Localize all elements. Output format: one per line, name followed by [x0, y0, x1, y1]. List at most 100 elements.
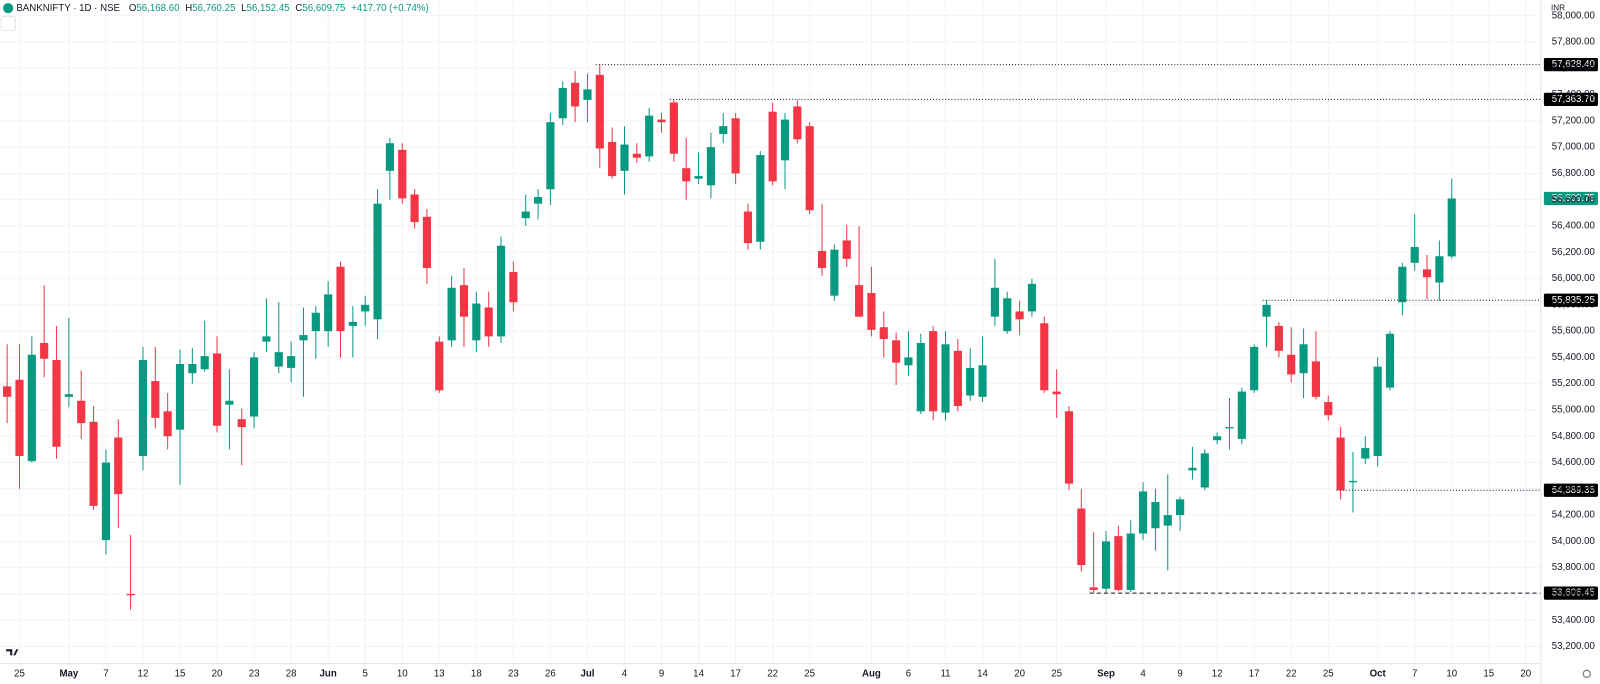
- level-tag: [1543, 483, 1598, 497]
- x-tick-label: 23: [508, 668, 519, 679]
- x-tick-label: 26: [545, 668, 556, 679]
- y-tick-label: 56,400.00: [1552, 221, 1596, 232]
- x-tick-label: 17: [730, 668, 741, 679]
- level-label: 57,628.40: [1552, 59, 1596, 70]
- candle-body: [27, 354, 36, 462]
- candle-body: [1027, 283, 1037, 312]
- candle-body: [1385, 333, 1395, 388]
- change: +417.70 (+0.74%): [351, 3, 429, 14]
- x-tick-label: Jun: [320, 668, 337, 679]
- candle-body: [163, 411, 172, 437]
- symbol-logo: [3, 3, 14, 14]
- candle-body: [496, 245, 506, 337]
- x-tick-label: 10: [397, 668, 408, 679]
- x-tick-label: 20: [1520, 668, 1531, 679]
- x-tick-label: 25: [14, 668, 25, 679]
- ohlc-key: O: [129, 3, 137, 14]
- candle-body: [571, 82, 580, 107]
- candle-body: [793, 106, 802, 140]
- candle-body: [64, 394, 73, 397]
- x-tick-label: 14: [977, 668, 988, 679]
- y-tick-label: 54,800.00: [1552, 431, 1596, 442]
- candle-body: [1250, 346, 1259, 391]
- level-label: 56,609.75: [1552, 193, 1595, 204]
- candle-body: [1052, 391, 1061, 395]
- y-tick-label: 55,000.00: [1552, 405, 1596, 416]
- candle-body: [422, 216, 432, 269]
- y-tick-label: 57,400.00: [1552, 89, 1596, 100]
- level-tag: [1543, 191, 1598, 206]
- candle-body: [608, 141, 617, 177]
- candle-body: [200, 356, 209, 370]
- y-tick-label: 54,400.00: [1552, 483, 1596, 494]
- candle-body: [447, 287, 456, 341]
- candle-body: [731, 118, 740, 174]
- candle-body: [348, 321, 357, 326]
- candle-body: [1287, 354, 1296, 375]
- x-tick-label: Aug: [862, 668, 881, 679]
- candle-body: [435, 341, 444, 391]
- candle-body: [817, 250, 827, 269]
- x-tick-label: 14: [693, 668, 704, 679]
- y-tick-label: 53,200.00: [1552, 641, 1596, 652]
- x-tick-label: 12: [1212, 668, 1223, 679]
- candle-body: [1435, 256, 1444, 283]
- candle-body: [1126, 533, 1135, 590]
- candle-body: [1200, 453, 1209, 488]
- candle-body: [966, 367, 975, 396]
- candle-body: [1324, 402, 1333, 416]
- candle-body: [237, 419, 246, 428]
- candle-body: [77, 400, 86, 424]
- candle-body: [558, 88, 567, 119]
- collapse-button[interactable]: [0, 15, 16, 32]
- candle-body: [1151, 501, 1160, 529]
- y-tick-label: 56,800.00: [1552, 168, 1596, 179]
- candle-body: [756, 155, 765, 242]
- candle-body: [89, 421, 98, 506]
- candle-body: [1003, 298, 1012, 332]
- candle-body: [1336, 437, 1345, 491]
- x-tick-label: 5: [363, 668, 368, 679]
- candle-body: [373, 203, 382, 320]
- candle-body: [1176, 499, 1185, 516]
- x-tick-label: 9: [659, 668, 664, 679]
- ohlc-value: 56,760.25: [192, 3, 235, 14]
- candle-body: [1410, 247, 1419, 263]
- y-tick-label: 56,200.00: [1552, 247, 1596, 258]
- candle-body: [250, 357, 259, 417]
- ohlc-key: C: [295, 3, 302, 14]
- ohlc-key: L: [241, 3, 247, 14]
- ohlc-value: 56,152.45: [247, 3, 290, 14]
- candle-body: [212, 353, 222, 426]
- y-tick-label: 53,800.00: [1552, 562, 1596, 573]
- candle-body: [459, 285, 469, 317]
- x-tick-label: 25: [1051, 668, 1062, 679]
- candle-body: [805, 126, 814, 211]
- level-label: 54,389.35: [1552, 485, 1595, 496]
- x-tick-label: 12: [138, 668, 149, 679]
- candle-body: [484, 307, 493, 337]
- candle-body: [830, 249, 839, 296]
- candle-body: [1077, 508, 1086, 566]
- candle-body: [657, 119, 666, 123]
- settings-button[interactable]: [1582, 669, 1591, 678]
- x-tick-label: 4: [1140, 668, 1146, 679]
- x-tick-label: Oct: [1370, 668, 1387, 679]
- candle-body: [1262, 304, 1271, 317]
- candle-body: [15, 379, 24, 456]
- candle-body: [324, 294, 333, 332]
- candle-body: [990, 287, 999, 317]
- candle-body: [842, 240, 851, 259]
- y-tick-label: 58,000.00: [1552, 10, 1596, 21]
- x-tick-label: 23: [249, 668, 260, 679]
- y-tick-label: 55,600.00: [1552, 326, 1596, 337]
- candle-body: [904, 357, 913, 366]
- x-tick-label: 18: [471, 668, 482, 679]
- candle-body: [694, 176, 703, 179]
- candle-body: [52, 360, 61, 447]
- candle-body: [1015, 311, 1024, 320]
- y-tick-label: 54,600.00: [1552, 457, 1596, 468]
- candle-body: [583, 89, 592, 100]
- candle-body: [595, 74, 604, 149]
